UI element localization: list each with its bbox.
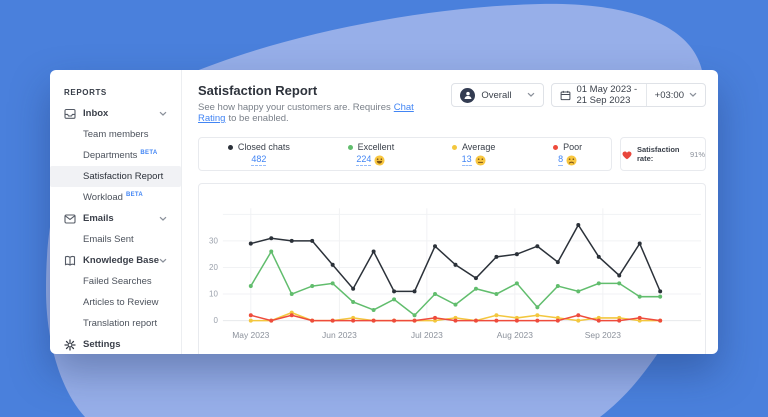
envelope-icon [64, 213, 76, 225]
date-range-picker[interactable]: 01 May 2023 - 21 Sep 2023 [552, 84, 645, 106]
beta-badge: BETA [140, 149, 158, 156]
poor-count-link[interactable]: 8 [558, 153, 564, 166]
sidebar-item-label: Translation report [83, 318, 158, 329]
legend-item-average: Average 13 [451, 142, 495, 166]
sidebar-item-departments[interactable]: Departments BETA [64, 145, 167, 166]
page-subtitle: See how happy your customers are. Requir… [198, 102, 414, 124]
sidebar-item-inbox[interactable]: Inbox [64, 103, 167, 124]
sidebar-item-label: Articles to Review [83, 297, 159, 308]
chat-rating-link[interactable]: Chat Rating [198, 102, 414, 124]
sidebar-item-label: Satisfaction Report [83, 171, 164, 182]
sad-face-emoji [566, 154, 577, 166]
svg-text:Jul 2023: Jul 2023 [411, 330, 443, 340]
sidebar-item-label: Emails Sent [83, 234, 134, 245]
satisfaction-rate-value: 91% [689, 149, 705, 159]
date-timezone-control: 01 May 2023 - 21 Sep 2023 +03:00 [551, 83, 706, 107]
sidebar: REPORTS Inbox Team members Departments [50, 70, 182, 354]
svg-text:10: 10 [209, 290, 218, 299]
timezone-selector[interactable]: +03:00 [645, 84, 705, 106]
sidebar-item-settings[interactable]: Settings [64, 334, 167, 354]
chevron-down-icon [159, 216, 167, 222]
sidebar-item-failed-searches[interactable]: Failed Searches [64, 271, 167, 292]
sidebar-item-knowledge-base[interactable]: Knowledge Base [64, 250, 167, 271]
sidebar-item-workload[interactable]: Workload BETA [64, 187, 167, 208]
svg-text:20: 20 [209, 263, 218, 272]
grinning-face-emoji [374, 154, 385, 166]
legend-dot [451, 144, 457, 150]
neutral-face-emoji [475, 154, 486, 166]
sidebar-item-emails[interactable]: Emails [64, 208, 167, 229]
legend-item-excellent: Excellent 224 [347, 142, 394, 166]
date-range-value: 01 May 2023 - 21 Sep 2023 [576, 84, 638, 106]
chevron-down-icon [527, 92, 535, 98]
satisfaction-rate-box: Satisfaction rate: 91% [620, 137, 706, 171]
scope-value: Overall [481, 89, 512, 101]
average-count-link[interactable]: 13 [461, 153, 472, 166]
gear-icon [64, 338, 76, 351]
chevron-down-icon [159, 258, 167, 264]
timezone-value: +03:00 [654, 89, 684, 101]
calendar-icon [560, 90, 571, 101]
satisfaction-chart-container: 0 10 20 30 May 2023 Jun 2023 Jul 2023 Aug 2023 S… [198, 183, 706, 354]
sidebar-item-label: Departments [83, 150, 138, 161]
satisfaction-chart: 0 10 20 30 May 2023 Jun 2023 Jul 2023 Aug 2023 S… [209, 208, 702, 340]
sidebar-item-translation-report[interactable]: Translation report [64, 313, 167, 334]
report-header: Satisfaction Report See how happy your c… [198, 83, 451, 124]
svg-text:Aug 2023: Aug 2023 [497, 330, 533, 340]
legend-dot [227, 144, 233, 150]
legend-item-closed-chats: Closed chats 482 [227, 142, 290, 166]
svg-text:May 2023: May 2023 [232, 330, 269, 340]
legend-dot [553, 144, 559, 150]
inbox-icon [64, 108, 76, 120]
chart-legend: Closed chats 482 Excellent 224 Average 1… [198, 137, 612, 171]
sidebar-item-label: Emails [83, 213, 114, 224]
sidebar-item-articles-to-review[interactable]: Articles to Review [64, 292, 167, 313]
beta-badge: BETA [125, 191, 144, 198]
sidebar-item-label: Team members [83, 129, 149, 140]
svg-text:0: 0 [213, 316, 218, 325]
scope-selector[interactable]: Overall [451, 83, 545, 107]
sidebar-item-emails-sent[interactable]: Emails Sent [64, 229, 167, 250]
svg-text:30: 30 [209, 236, 218, 245]
svg-text:Sep 2023: Sep 2023 [585, 330, 621, 340]
chevron-down-icon [159, 111, 167, 117]
sidebar-item-label: Settings [83, 339, 121, 350]
sidebar-item-label: Failed Searches [83, 276, 152, 287]
avatar-icon [460, 87, 476, 103]
satisfaction-rate-label: Satisfaction rate: [637, 145, 680, 163]
legend-item-poor: Poor 8 [553, 142, 582, 166]
heart-icon [621, 149, 633, 160]
sidebar-item-team-members[interactable]: Team members [64, 124, 167, 145]
excellent-count-link[interactable]: 224 [356, 153, 372, 166]
closed-chats-count-link[interactable]: 482 [251, 153, 267, 166]
main-content: Satisfaction Report See how happy your c… [182, 70, 718, 354]
sidebar-item-label: Inbox [83, 108, 109, 119]
page-title: Satisfaction Report [198, 83, 318, 98]
report-controls: Overall [451, 83, 706, 107]
sidebar-item-label: Workload [83, 192, 123, 203]
book-icon [64, 255, 76, 267]
chevron-down-icon [689, 92, 697, 98]
app-window: REPORTS Inbox Team members Departments [50, 70, 718, 354]
sidebar-item-label: Knowledge Base [83, 255, 160, 266]
legend-dot [347, 144, 353, 150]
svg-text:Jun 2023: Jun 2023 [322, 330, 357, 340]
sidebar-section-label: REPORTS [64, 88, 107, 97]
sidebar-item-satisfaction-report[interactable]: Satisfaction Report [50, 166, 181, 187]
